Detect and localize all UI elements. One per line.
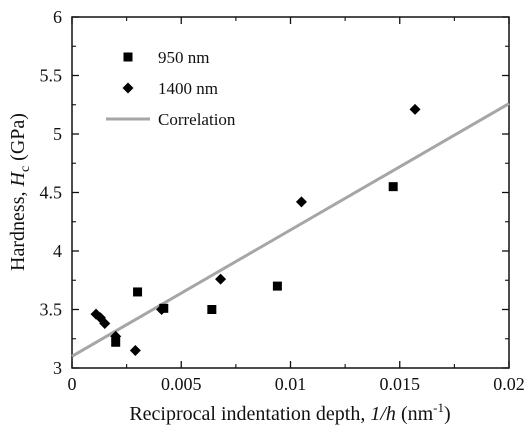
correlation-line <box>71 102 510 358</box>
tick-labels: 0 0.005 0.01 0.015 0.02 3 3.5 4 4.5 5 5.5 6 <box>40 7 525 394</box>
legend-label: 950 nm <box>158 48 209 67</box>
point-1400nm <box>110 330 122 342</box>
y-tick-label: 3.5 <box>40 300 63 320</box>
legend-label: Correlation <box>158 110 236 129</box>
x-tick-label: 0.01 <box>275 374 307 394</box>
axis-ticks <box>71 16 510 369</box>
point-950nm <box>133 287 143 297</box>
x-axis-title: Reciprocal indentation depth, 1/h (nm-1) <box>129 400 450 425</box>
x-tick-label: 0.015 <box>380 374 421 394</box>
legend-swatch-950nm <box>123 52 133 62</box>
plot-frame <box>71 16 510 369</box>
y-tick-label: 5.5 <box>40 66 63 86</box>
x-tick-label: 0 <box>68 374 77 394</box>
x-tick-label: 0.005 <box>161 374 202 394</box>
legend: 950 nm 1400 nm Correlation <box>106 48 236 129</box>
y-tick-label: 4.5 <box>40 183 63 203</box>
point-1400nm <box>295 196 307 208</box>
y-axis-title: Hardness, Hc (GPa) <box>7 113 33 271</box>
point-1400nm <box>129 344 141 356</box>
point-1400nm <box>156 304 168 315</box>
point-950nm <box>207 305 217 314</box>
y-tick-label: 5 <box>53 124 62 144</box>
y-tick-label: 4 <box>53 241 62 261</box>
point-950nm <box>388 182 398 192</box>
point-1400nm <box>99 318 111 330</box>
point-950nm <box>272 281 282 291</box>
legend-swatch-1400nm <box>122 82 134 94</box>
point-1400nm <box>215 273 227 285</box>
data-points <box>90 103 421 356</box>
point-1400nm <box>409 103 421 115</box>
y-tick-label: 6 <box>53 7 62 27</box>
x-tick-label: 0.02 <box>493 374 525 394</box>
legend-label: 1400 nm <box>158 79 218 98</box>
point-950nm <box>111 337 121 347</box>
correlation-layer <box>71 102 510 358</box>
y-tick-label: 3 <box>53 358 62 378</box>
